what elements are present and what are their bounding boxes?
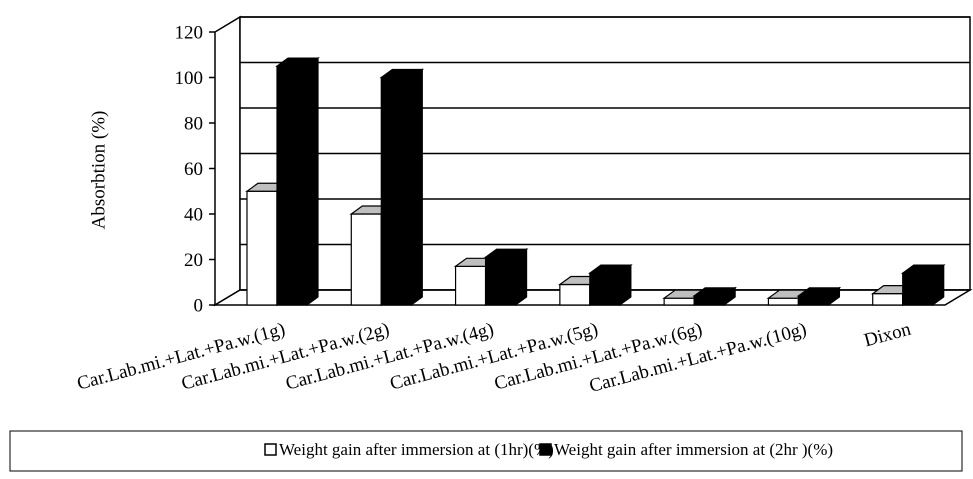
y-tick-label: 0 xyxy=(194,295,204,316)
legend-label: Weight gain after immersion at (1hr)(%) xyxy=(279,440,554,459)
bar xyxy=(559,283,591,306)
bar xyxy=(797,295,830,306)
bar xyxy=(246,190,278,306)
y-axis-label: Absorbtion (%) xyxy=(88,111,109,230)
x-tick-label: Dixon xyxy=(862,319,914,352)
bar-side xyxy=(306,56,319,307)
legend-swatch xyxy=(264,443,277,456)
bar xyxy=(380,76,412,306)
bar-side xyxy=(932,263,945,307)
y-tick-label: 80 xyxy=(184,113,203,134)
bar-side xyxy=(514,248,528,307)
bar xyxy=(663,297,695,306)
bar-side xyxy=(827,286,841,307)
legend-box xyxy=(9,430,963,472)
bar xyxy=(767,297,800,306)
y-tick-label: 120 xyxy=(175,22,204,43)
y-tick-label: 20 xyxy=(184,250,203,271)
bar xyxy=(350,213,382,306)
side-wall xyxy=(214,15,241,307)
bar xyxy=(589,272,621,306)
legend-label: Weight gain after immersion at (2hr )(%) xyxy=(554,440,833,459)
y-tick-label: 100 xyxy=(175,68,204,89)
legend: Weight gain after immersion at (1hr)(%) W… xyxy=(9,430,963,472)
bar xyxy=(454,265,487,306)
bar xyxy=(902,272,934,306)
bar-side xyxy=(723,286,736,307)
bar-side xyxy=(619,263,632,307)
legend-swatch xyxy=(539,443,552,456)
y-tick-label: 60 xyxy=(184,159,203,180)
bar xyxy=(484,256,517,306)
bar xyxy=(693,295,725,306)
bar xyxy=(276,65,308,306)
bar xyxy=(872,293,904,306)
y-tick-label: 40 xyxy=(184,204,203,225)
bar-side xyxy=(410,68,423,307)
